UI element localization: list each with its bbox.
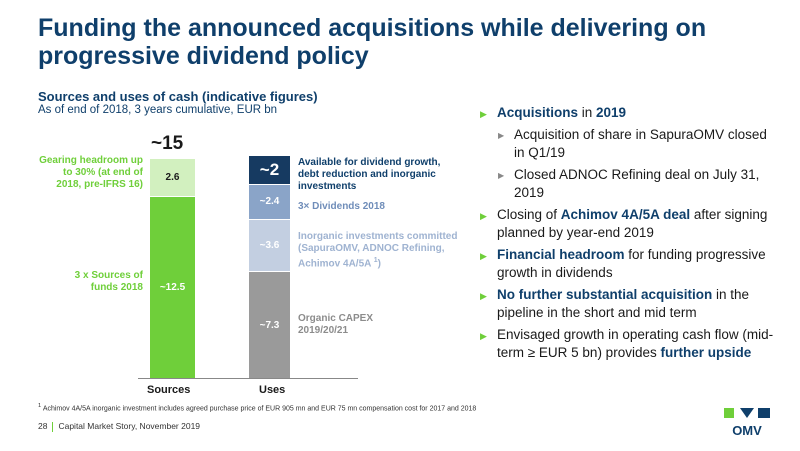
- bar-uses-dividends: ~2.4: [249, 185, 290, 220]
- slide-title: Funding the announced acquisitions while…: [38, 14, 707, 70]
- logo-chevron-icon: [740, 408, 754, 418]
- label-inorganic: Inorganic investments committed (SapuraO…: [298, 231, 458, 270]
- bullet-text: Closed ADNOC Refining deal on July 31, 2…: [514, 167, 760, 200]
- data-label: ~3.6: [259, 240, 280, 251]
- bullet-text: Financial headroom: [497, 247, 625, 262]
- bar-sources-gearing: 2.6: [150, 159, 195, 197]
- data-label: ~2.4: [259, 196, 280, 208]
- label-gearing-headroom: Gearing headroom up to 30% (at end of 20…: [39, 155, 143, 190]
- bullet-text: in the pipeline in the short and mid ter…: [497, 287, 750, 320]
- chart-subtitle: As of end of 2018, 3 years cumulative, E…: [38, 104, 278, 116]
- label-capex: Organic CAPEX 2019/20/21: [298, 313, 374, 336]
- bullet-text: Closing of: [497, 207, 561, 222]
- bullet-text: after signing planned by year-end 2019: [497, 207, 768, 240]
- footer-divider: [52, 421, 54, 432]
- footnote-marker: 1: [373, 257, 378, 264]
- bullet-item: Financial headroom for funding progressi…: [480, 246, 780, 282]
- bullet-list: Acquisitions in 2019 Acquisition of share…: [480, 104, 780, 366]
- page-number: 28: [38, 421, 48, 431]
- bullet-text: Envisaged growth in operating cash flow …: [497, 327, 774, 360]
- bullet-item: Acquisitions in 2019: [480, 104, 780, 123]
- logo-square-icon: [724, 408, 734, 418]
- bullet-text: No further substantial acquisition: [497, 287, 713, 302]
- x-axis: [138, 378, 358, 379]
- logo-block-icon: [758, 408, 770, 418]
- bar-sources-funds: ~12.5: [150, 196, 195, 378]
- footer-text: Capital Market Story, November 2019: [58, 421, 201, 431]
- data-label: 2.6: [165, 171, 180, 183]
- bullet-text: further upside: [660, 345, 752, 360]
- footnote: 1 Achimov 4A/5A inorganic investment inc…: [38, 403, 477, 413]
- bullet-text: in: [578, 105, 597, 120]
- label-available: Available for dividend growth, debt redu…: [298, 157, 441, 192]
- bullet-item: No further substantial acquisition in th…: [480, 286, 780, 322]
- data-label: ~12.5: [159, 281, 186, 293]
- bar-uses-inorganic: ~3.6: [249, 219, 290, 273]
- bullet-text: Achimov 4A/5A deal: [560, 207, 691, 222]
- bullet-item: Acquisition of share in SapuraOMV closed…: [480, 126, 780, 162]
- data-label: ~7.3: [259, 319, 280, 331]
- footer: 28 Capital Market Story, November 2019: [38, 421, 200, 432]
- x-tick-sources: Sources: [147, 384, 191, 396]
- logo-text: OMV: [732, 423, 762, 438]
- bar-uses-capex: ~7.3: [249, 272, 290, 378]
- data-label: ~2: [259, 160, 280, 180]
- omv-logo: OMV: [724, 408, 770, 438]
- total-label: ~15: [151, 133, 184, 154]
- bar-uses-available: ~2: [249, 156, 290, 186]
- x-tick-uses: Uses: [259, 384, 286, 396]
- chart-title: Sources and uses of cash (indicative fig…: [38, 89, 318, 104]
- bullet-item: Envisaged growth in operating cash flow …: [480, 326, 780, 362]
- label-sources-funds: 3 x Sources of funds 2018: [74, 270, 143, 293]
- bullet-item: Closed ADNOC Refining deal on July 31, 2…: [480, 166, 780, 202]
- bullet-item: Closing of Achimov 4A/5A deal after sign…: [480, 206, 780, 242]
- bullet-text: Acquisition of share in SapuraOMV closed…: [514, 127, 767, 160]
- bullet-text: Acquisitions: [497, 105, 579, 120]
- bullet-text: 2019: [596, 105, 627, 120]
- label-dividends: 3× Dividends 2018: [298, 201, 385, 212]
- bullet-text: for funding progressive growth in divide…: [497, 247, 766, 280]
